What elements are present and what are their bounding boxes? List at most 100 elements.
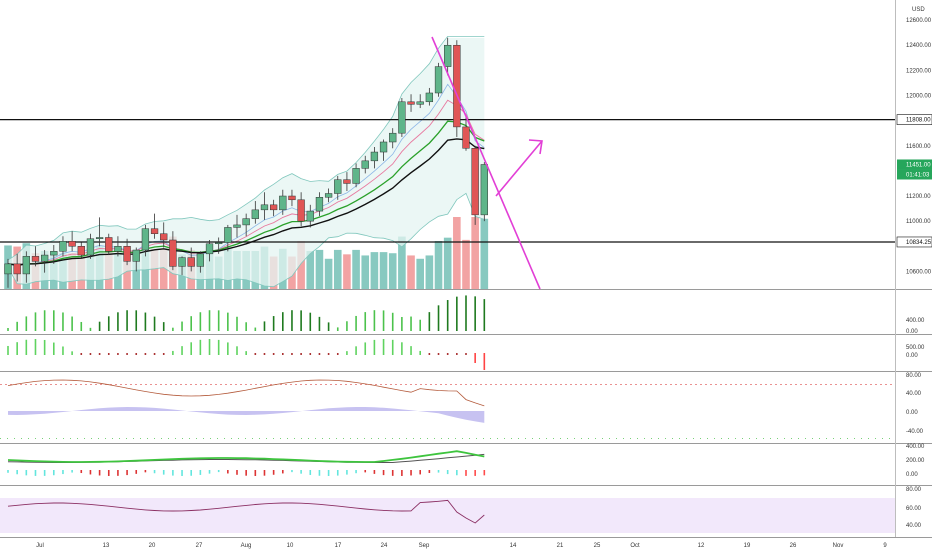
macd-bar	[428, 470, 431, 473]
momentum-bar	[34, 312, 37, 331]
candle-up	[279, 195, 287, 211]
upper-level-tag-bg	[897, 114, 932, 125]
rsi-band	[0, 498, 895, 533]
stochastic-line	[7, 379, 485, 407]
momentum-bar	[419, 319, 421, 331]
drawings[interactable]	[431, 36, 543, 290]
oscillator-bar	[446, 353, 449, 355]
volume-bar	[343, 254, 351, 289]
candle-down	[13, 263, 21, 275]
oscillator-bar	[483, 353, 486, 370]
momentum-bar	[373, 310, 376, 331]
macd-bar	[107, 470, 110, 476]
macd-bar	[309, 470, 312, 475]
oscillator-bar	[80, 353, 83, 355]
momentum-bar	[254, 327, 257, 331]
candle-down	[453, 44, 461, 128]
volume-bar	[370, 252, 379, 289]
momentum-bar	[465, 295, 467, 331]
oscillator-bar	[428, 353, 431, 355]
oscillator-bar	[43, 339, 46, 355]
horizontal-levels[interactable]	[0, 119, 895, 243]
macd-bar	[300, 470, 302, 474]
momentum-bar	[199, 312, 202, 331]
projection-arrow	[495, 140, 543, 197]
candle-up	[425, 92, 434, 103]
ema-black-line	[7, 138, 485, 266]
momentum-bar	[135, 310, 138, 331]
volume-bar	[425, 255, 434, 289]
macd-bar	[236, 470, 238, 475]
candle-up	[480, 164, 488, 216]
momentum-bar	[181, 321, 183, 331]
macd-bar	[254, 470, 257, 476]
momentum-bar	[483, 299, 486, 331]
oscillator-bar	[263, 353, 266, 355]
panel-tick-label: 60.00	[906, 506, 922, 512]
panel-tick-label: 400.00	[906, 318, 925, 324]
oscillator-bar	[300, 353, 302, 355]
macd-bar	[282, 470, 284, 474]
momentum-bar	[355, 315, 357, 331]
momentum-bar	[364, 312, 367, 331]
time-tick-label: 14	[510, 543, 517, 549]
candle-up	[4, 263, 12, 275]
momentum-bar	[263, 321, 266, 331]
arrow-head	[528, 139, 543, 155]
oscillator-bar	[346, 351, 348, 355]
macd-bar	[25, 470, 28, 476]
macd-bar	[162, 470, 165, 475]
macd-bar	[80, 470, 83, 474]
candle-up	[434, 66, 443, 94]
candle-up	[114, 246, 122, 252]
candle-down	[471, 148, 479, 216]
oscillator-bar	[34, 339, 37, 355]
macd-line	[7, 450, 485, 463]
macd-bar	[336, 470, 339, 476]
candle-up	[215, 242, 223, 245]
time-tick-label: 26	[790, 543, 797, 549]
panel-tick-label: 40.00	[906, 523, 922, 529]
time-tick-label: Jul	[36, 543, 44, 549]
candle-up	[40, 254, 49, 262]
oscillator-bar	[117, 353, 119, 355]
candle-up	[361, 160, 369, 169]
trend-line	[431, 36, 541, 290]
panel-tick-label: 500.00	[906, 345, 925, 351]
oscillator-bar	[181, 346, 183, 355]
momentum-bar	[89, 327, 92, 331]
momentum-bar	[318, 316, 321, 331]
momentum-bar	[208, 310, 211, 331]
countdown-tag-bg	[897, 169, 932, 180]
oscillator-bar	[135, 353, 138, 355]
price-tick-label: 11000.00	[906, 219, 931, 225]
oscillator-bar	[162, 353, 165, 355]
panel-tick-label: 80.00	[906, 373, 922, 379]
candle-down	[187, 257, 195, 267]
momentum-bar	[80, 321, 83, 331]
candle-up	[444, 44, 452, 67]
oscillator-bar	[89, 353, 92, 355]
momentum-bar	[272, 316, 275, 331]
oscillator-bar	[382, 339, 385, 355]
time-tick-label: 24	[381, 543, 388, 549]
momentum-bar	[236, 316, 238, 331]
volume-bar	[333, 249, 342, 289]
oscillator-bar	[291, 353, 293, 355]
macd-bar	[16, 470, 18, 475]
oscillator-bar	[208, 339, 211, 355]
momentum-bar	[117, 312, 119, 331]
upper-level-tag: 11808.00	[906, 118, 931, 124]
volume-bar	[306, 251, 315, 289]
macd-bar	[456, 470, 458, 476]
bollinger-lower	[7, 192, 485, 288]
macd-bar	[71, 470, 73, 473]
macd-bar	[318, 470, 321, 476]
candle-down	[68, 241, 76, 247]
oscillator-bar	[401, 342, 403, 355]
volume-bar	[361, 255, 370, 289]
momentum-bar	[410, 316, 412, 331]
panel-tick-label: 0.00	[906, 410, 918, 416]
